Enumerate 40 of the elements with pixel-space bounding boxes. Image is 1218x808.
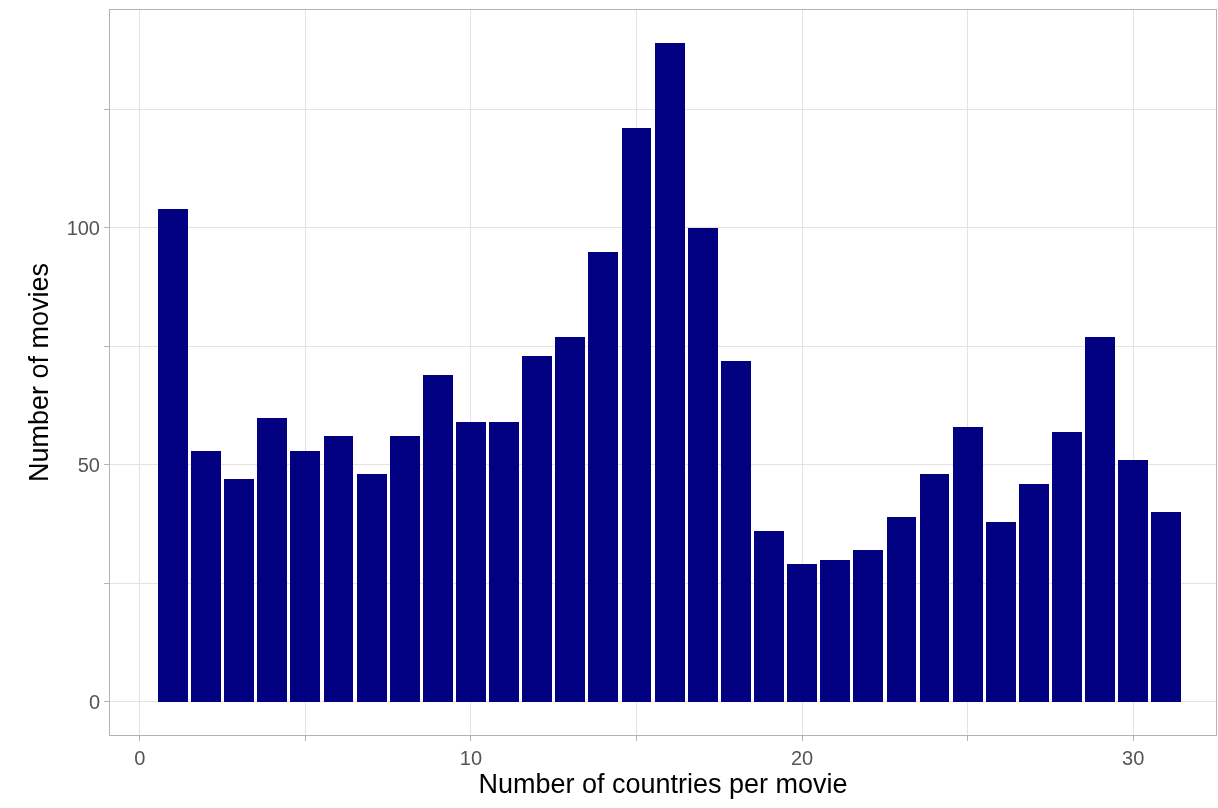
y-tick-label: 50 [77,453,100,476]
bar [1085,337,1115,702]
bar [622,128,651,702]
bar [555,337,585,702]
bar [820,560,850,702]
bar [655,43,685,702]
bar [1019,484,1049,702]
x-tick-label: 30 [1122,747,1145,769]
bar [224,479,254,702]
bar [456,422,486,702]
bar [423,375,453,702]
bar [853,550,883,702]
bar [489,422,519,702]
bar [191,451,221,702]
bar [887,517,916,702]
x-axis-title: Number of countries per movie [478,769,848,800]
bar [357,474,387,702]
bar [1052,432,1082,702]
y-tick-label: 100 [66,216,100,239]
bar [257,418,287,702]
bar [522,356,552,702]
y-axis-title: Number of movies [23,262,54,483]
y-tick-label: 0 [88,690,100,713]
bar [721,361,751,702]
bar [754,531,784,702]
bar [986,522,1016,702]
bar [688,228,718,702]
bar [1118,460,1148,702]
bar [920,474,949,702]
x-tick-label: 20 [790,747,814,769]
bar [390,436,420,702]
bar [588,252,618,702]
bar [1151,512,1181,702]
bar [324,436,353,702]
bar [953,427,983,702]
bar [787,564,817,702]
x-tick-label: 0 [134,747,146,769]
bar [290,451,320,702]
bar [158,209,188,702]
x-tick-label: 10 [459,747,483,769]
